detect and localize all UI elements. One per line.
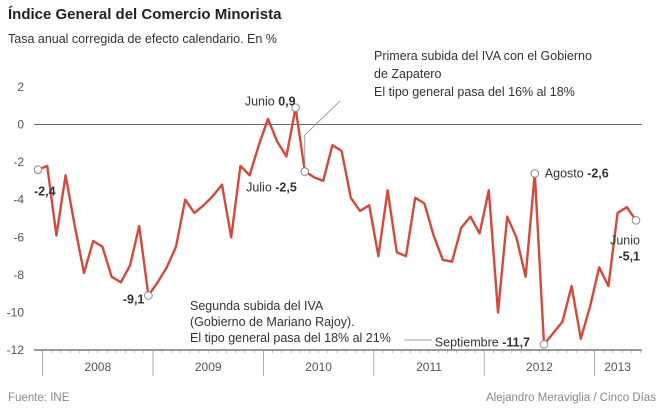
annotation-marker (33, 165, 43, 174)
annotation-month: Junio (610, 233, 640, 247)
annotation-marker (539, 340, 549, 349)
x-year-label: 2012 (526, 360, 553, 374)
annotation-label: -2,4 (34, 185, 56, 199)
series-line (37, 106, 637, 346)
annotation-month: Agosto (545, 166, 587, 180)
y-tick-label: -10 (7, 305, 25, 319)
annotation-marker (530, 169, 540, 178)
annotation-value: -9,1 (123, 293, 145, 307)
annotation-value: -2,4 (34, 185, 56, 199)
x-year-label: 2011 (416, 360, 442, 374)
y-tick-label: -8 (13, 268, 24, 282)
annotation-label: -9,1 (123, 293, 145, 307)
chart-subtitle: Tasa anual corregida de efecto calendari… (8, 32, 277, 46)
annotation-marker (291, 103, 300, 112)
annotation-month: Septiembre (435, 335, 502, 349)
annotation-month: Julio (246, 181, 275, 195)
y-tick-label: -6 (13, 230, 24, 244)
annotation-label: Julio -2,5 (246, 181, 297, 195)
annotation-value: -11,7 (502, 335, 530, 349)
y-tick-label: -12 (7, 343, 25, 357)
callout-text: Primera subida del IVA con el Gobierno (374, 49, 592, 63)
annotation-label: Agosto -2,6 (545, 166, 609, 180)
annotation-value: 0,9 (278, 95, 295, 109)
annotation-value: -2,6 (587, 166, 609, 180)
annotation-marker (144, 291, 153, 300)
x-year-label: 2010 (305, 360, 332, 374)
y-tick-label: 2 (17, 80, 24, 94)
callout-text: El tipo general pasa del 18% al 21% (190, 331, 391, 345)
x-year-label: 2008 (84, 360, 111, 374)
callout-text: de Zapatero (374, 67, 441, 81)
y-tick-label: 0 (17, 118, 24, 132)
annotation-label: Septiembre -11,7 (435, 335, 530, 349)
annotation-label: Junio 0,9 (245, 95, 296, 109)
source-note: Fuente: INE (8, 392, 70, 404)
chart-title: Índice General del Comercio Minorista (8, 6, 282, 23)
x-year-label: 2009 (195, 360, 222, 374)
callout-text: El tipo general pasa del 16% al 18% (374, 85, 575, 99)
x-year-label: 2013 (604, 360, 631, 374)
annotation-label: Junio -5,1 (610, 233, 640, 263)
y-tick-label: -4 (13, 193, 24, 207)
annotation-marker (300, 167, 310, 176)
callout-text: (Gobierno de Mariano Rajoy). (190, 315, 355, 329)
annotation-marker (631, 216, 641, 225)
annotation-value: -2,5 (275, 181, 297, 195)
credit-note: Alejandro Meraviglia / Cinco Días (485, 392, 656, 404)
annotation-month: Junio (245, 95, 278, 109)
y-tick-label: -2 (13, 155, 24, 169)
annotation-value: -5,1 (618, 249, 640, 263)
callout-leader (304, 100, 341, 166)
callout-text: Segunda subida del IVA (190, 299, 324, 313)
